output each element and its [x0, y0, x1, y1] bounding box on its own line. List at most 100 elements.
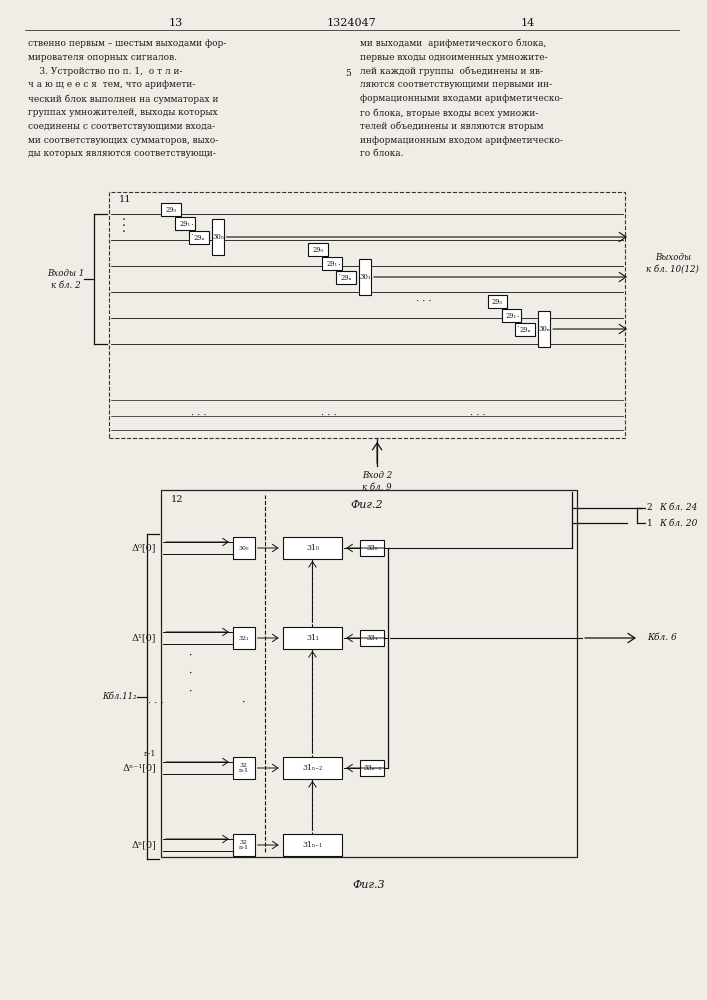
Text: 5: 5 — [345, 69, 351, 78]
Text: ·
·: · · — [190, 222, 193, 239]
Text: ·: · — [189, 669, 193, 679]
Text: ми выходами  арифметического блока,: ми выходами арифметического блока, — [360, 39, 547, 48]
Text: 29₀: 29₀ — [165, 206, 177, 214]
Text: 1324047: 1324047 — [327, 18, 376, 28]
Text: 30ₙ: 30ₙ — [538, 325, 550, 333]
Bar — [233, 757, 255, 779]
Bar — [283, 834, 342, 856]
Text: 33ₙ₋₂: 33ₙ₋₂ — [363, 764, 381, 772]
Bar — [308, 243, 328, 256]
Text: ческий блок выполнен на сумматорах и: ческий блок выполнен на сумматорах и — [28, 94, 218, 104]
Bar — [161, 490, 577, 857]
Bar — [283, 757, 342, 779]
Text: 14: 14 — [520, 18, 534, 28]
Text: Δⁿ[0]: Δⁿ[0] — [132, 840, 156, 850]
Text: 31ₙ₋₂: 31ₙ₋₂ — [303, 764, 322, 772]
Text: 32
n-1: 32 n-1 — [239, 763, 249, 773]
Text: формационными входами арифметическо-: формационными входами арифметическо- — [360, 94, 563, 103]
Text: 29₀: 29₀ — [313, 245, 324, 253]
Text: лей каждой группы  объединены и яв-: лей каждой группы объединены и яв- — [360, 67, 543, 76]
Text: Выходы: Выходы — [655, 252, 691, 261]
Bar — [360, 630, 384, 646]
Text: первые входы одноименных умножите-: первые входы одноименных умножите- — [360, 53, 548, 62]
Text: ляются соответствующими первыми ин-: ляются соответствующими первыми ин- — [360, 80, 552, 89]
Text: 12: 12 — [171, 495, 184, 504]
Text: 11: 11 — [118, 196, 131, 205]
Text: Вход 2: Вход 2 — [362, 472, 392, 481]
Text: 31₀: 31₀ — [306, 544, 319, 552]
Bar — [360, 760, 384, 776]
Bar — [233, 537, 255, 559]
Text: Кбл. 6: Кбл. 6 — [647, 634, 677, 643]
Bar — [322, 257, 342, 270]
Text: 32
n-1: 32 n-1 — [239, 840, 249, 850]
Text: 2: 2 — [647, 504, 653, 512]
Text: мирователя опорных сигналов.: мирователя опорных сигналов. — [28, 53, 177, 62]
Text: · · ·: · · · — [320, 412, 337, 420]
Text: ·: · — [122, 220, 125, 232]
Bar — [538, 311, 550, 347]
Text: ·: · — [122, 214, 125, 227]
Text: 29₁: 29₁ — [327, 259, 338, 267]
Text: ·: · — [189, 651, 193, 661]
Text: 33₀: 33₀ — [366, 544, 378, 552]
Text: ·
·: · · — [338, 261, 340, 279]
Text: 30₁: 30₁ — [359, 273, 371, 281]
Bar — [233, 627, 255, 649]
Text: ды которых являются соответствующи-: ды которых являются соответствующи- — [28, 149, 216, 158]
Text: n-1: n-1 — [144, 750, 156, 758]
Bar — [501, 309, 521, 322]
Text: группах умножителей, выходы которых: группах умножителей, выходы которых — [28, 108, 218, 117]
Text: ч а ю щ е е с я  тем, что арифмети-: ч а ю щ е е с я тем, что арифмети- — [28, 80, 195, 89]
Text: Фиг.2: Фиг.2 — [351, 500, 383, 510]
Text: 31ₙ₋₁: 31ₙ₋₁ — [303, 841, 322, 849]
Text: · · ·: · · · — [148, 698, 164, 708]
Text: 29ₙ: 29ₙ — [520, 326, 531, 334]
Bar — [283, 627, 342, 649]
Bar — [515, 323, 535, 336]
Text: 32₁: 32₁ — [238, 636, 249, 641]
Text: ми соответствующих сумматоров, выхо-: ми соответствующих сумматоров, выхо- — [28, 136, 218, 145]
Text: · · ·: · · · — [470, 412, 486, 420]
Bar — [212, 219, 224, 255]
Text: 13: 13 — [169, 18, 183, 28]
Bar — [283, 537, 342, 559]
Text: Δ⁰[0]: Δ⁰[0] — [132, 544, 156, 552]
Text: Δⁿ⁻¹[0]: Δⁿ⁻¹[0] — [122, 764, 156, 772]
Text: соединены с соответствующими входa-: соединены с соответствующими входa- — [28, 122, 215, 131]
Bar — [161, 203, 181, 216]
Text: 29ₙ: 29ₙ — [341, 273, 352, 282]
Text: 31₁: 31₁ — [306, 634, 319, 642]
Text: к бл. 9: к бл. 9 — [362, 484, 392, 492]
Text: информационным входом арифметическо-: информационным входом арифметическо- — [360, 136, 563, 145]
Text: го блока.: го блока. — [360, 149, 404, 158]
Text: ственно первым – шестым выходами фор-: ственно первым – шестым выходами фор- — [28, 39, 226, 48]
Text: Входы 1: Входы 1 — [47, 269, 84, 278]
Bar — [359, 259, 371, 295]
Text: ·: · — [242, 698, 245, 708]
Text: 30₀: 30₀ — [238, 546, 249, 550]
Text: 29₀: 29₀ — [492, 298, 503, 306]
Text: 1: 1 — [647, 518, 653, 528]
Text: к бл. 2: к бл. 2 — [51, 282, 81, 290]
Text: го блока, вторые входы всех умножи-: го блока, вторые входы всех умножи- — [360, 108, 539, 117]
Bar — [110, 192, 625, 438]
Text: К бл. 24: К бл. 24 — [659, 504, 697, 512]
Text: Фиг.3: Фиг.3 — [353, 880, 385, 890]
Text: ·
·: · · — [517, 314, 520, 331]
Text: К бл. 20: К бл. 20 — [659, 518, 697, 528]
Bar — [360, 540, 384, 556]
Bar — [337, 271, 356, 284]
Bar — [189, 231, 209, 244]
Text: 33₁: 33₁ — [366, 634, 378, 642]
Text: 29₁: 29₁ — [506, 312, 517, 320]
Bar — [233, 834, 255, 856]
Text: ·: · — [189, 687, 193, 697]
Text: · · ·: · · · — [191, 412, 207, 420]
Text: · · ·: · · · — [416, 297, 431, 306]
Text: телей объединены и являются вторым: телей объединены и являются вторым — [360, 122, 544, 131]
Text: 29₁: 29₁ — [180, 220, 191, 228]
Text: ·: · — [122, 226, 125, 238]
Text: Кбл.11₂: Кбл.11₂ — [102, 692, 136, 701]
Text: Δ¹[0]: Δ¹[0] — [132, 634, 156, 643]
